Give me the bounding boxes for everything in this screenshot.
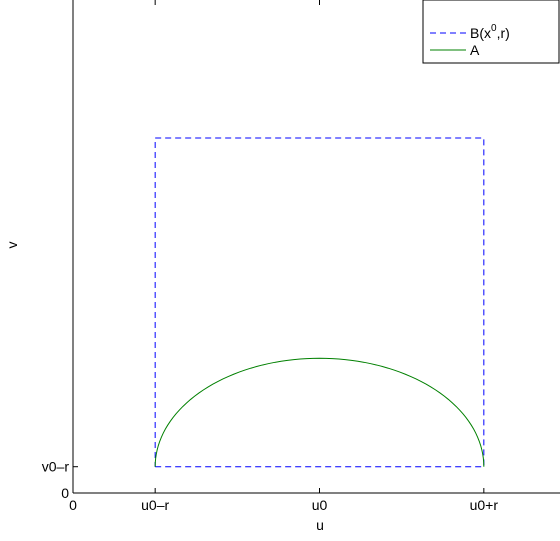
x-tick-label-3: u0+r	[470, 497, 499, 513]
series-layer	[154, 137, 485, 468]
legend-entry-a: A	[470, 42, 480, 58]
legend: B(x0,r) A	[422, 0, 560, 64]
x-tick-label-0: 0	[69, 497, 77, 513]
legend-entry-b: B(x0,r)	[470, 23, 510, 41]
tick-labels: 0 u0–r u0 u0+r 0 v0–r	[42, 459, 499, 513]
y-tick-label-1: v0–r	[42, 459, 70, 475]
legend-box	[422, 0, 560, 64]
y-axis-label: v	[4, 242, 20, 249]
ticks	[72, 0, 485, 494]
x-axis-label: u	[316, 517, 324, 533]
y-tick-label-0: 0	[61, 485, 69, 501]
axes	[72, 0, 560, 494]
series-arc-a	[154, 357, 485, 467]
x-tick-label-2: u0	[312, 497, 328, 513]
series-box-b	[154, 137, 485, 468]
x-tick-label-1: u0–r	[141, 497, 169, 513]
